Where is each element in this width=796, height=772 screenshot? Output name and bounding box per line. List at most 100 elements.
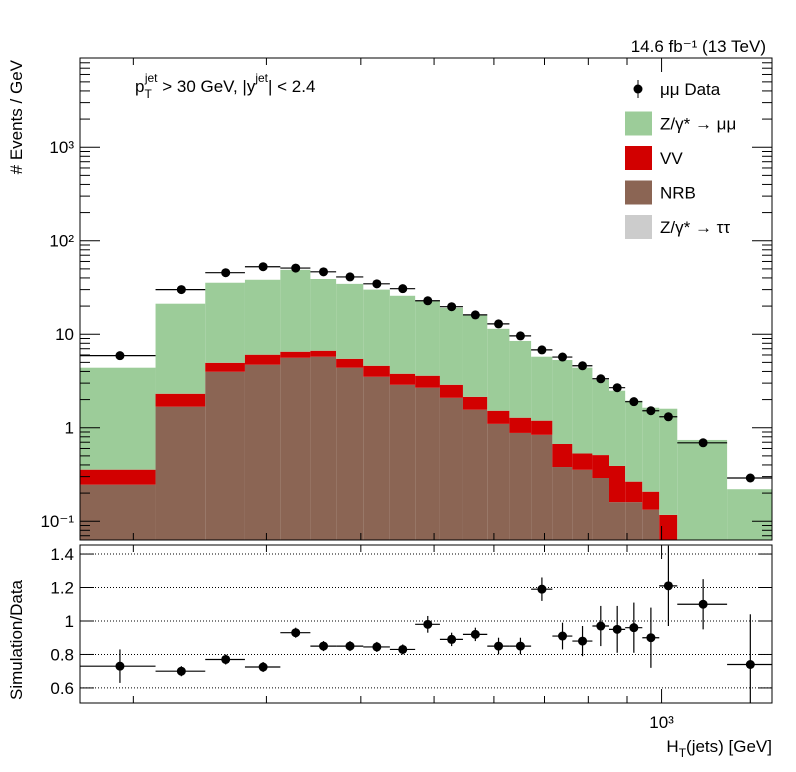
stack-bar — [462, 396, 488, 410]
stack-bar — [625, 400, 643, 482]
ratio-point — [470, 629, 480, 639]
data-point — [345, 272, 355, 282]
ratio-point — [447, 634, 457, 644]
stack-bar — [462, 409, 488, 540]
stack-bar — [509, 340, 532, 418]
stack-bar — [205, 282, 245, 363]
stack-bar — [363, 376, 390, 540]
data-point — [319, 267, 329, 277]
data-point — [515, 331, 525, 341]
stack-bar — [677, 439, 728, 540]
stack-bar — [389, 384, 416, 540]
stack-bar — [572, 469, 593, 540]
stack-bar — [155, 303, 206, 394]
y-tick-label: 1 — [65, 612, 74, 631]
stack-bar — [552, 443, 573, 468]
legend-swatch — [625, 146, 652, 170]
stack-bar — [155, 406, 206, 540]
stack-bar — [531, 434, 553, 540]
stack-bar — [592, 455, 609, 479]
stack-bar — [487, 423, 510, 540]
y-tick-label: 10 — [55, 325, 74, 344]
data-point — [537, 345, 547, 355]
stack-bar — [336, 367, 364, 540]
stack-bar — [155, 393, 206, 407]
data-point — [745, 473, 755, 483]
data-point — [646, 406, 656, 416]
ratio-point — [372, 642, 382, 652]
stack-bar — [572, 453, 593, 470]
stack-bar — [363, 365, 390, 377]
stack-bar — [592, 478, 609, 540]
data-point — [596, 374, 606, 384]
ratio-point — [663, 581, 673, 591]
legend-label: μμ Data — [660, 80, 721, 99]
main-plot — [80, 262, 772, 540]
cut-part: p — [135, 77, 144, 96]
stack-bar — [280, 351, 311, 358]
x-label-part: H — [666, 737, 678, 756]
stack-bar — [389, 373, 416, 385]
ratio-point — [537, 584, 547, 594]
stack-bar — [642, 407, 660, 492]
data-point — [398, 284, 408, 294]
stack-bar — [415, 300, 440, 376]
legend-label: VV — [660, 149, 683, 168]
ratio-point — [515, 641, 525, 651]
stack-bar — [659, 514, 678, 540]
data-point — [291, 263, 301, 273]
ratio-point — [291, 628, 301, 638]
stack-bar — [531, 356, 553, 421]
stack-bar — [552, 360, 573, 444]
y-axis-label: # Events / GeV — [7, 59, 26, 174]
stack-bar — [244, 279, 281, 355]
cut-part: T — [144, 87, 152, 101]
stack-bar — [415, 375, 440, 388]
ratio-point — [345, 641, 355, 651]
legend-swatch — [625, 111, 652, 136]
y-tick-label: 0.8 — [50, 645, 74, 664]
y-tick-label: 10² — [49, 232, 74, 251]
y-tick-label: 1 — [65, 419, 74, 438]
data-point — [221, 268, 231, 278]
data-point — [663, 412, 673, 422]
data-point — [115, 351, 125, 361]
stack-bar — [608, 390, 626, 466]
frame — [79, 57, 773, 541]
ratio-point — [612, 624, 622, 634]
stack-bar — [310, 350, 337, 357]
ratio-point — [258, 662, 268, 672]
ratio-point — [698, 599, 708, 609]
stack-bar — [727, 489, 772, 540]
data-point — [470, 310, 480, 320]
stack-bar — [310, 279, 337, 351]
ratio-y-label: Simulation/Data — [7, 579, 26, 700]
y-tick-label: 10⁻¹ — [40, 512, 74, 531]
legend-label: Z/γ* → μμ — [660, 115, 736, 134]
ratio-point — [646, 633, 656, 643]
legend-marker — [633, 84, 643, 94]
cut-part: jet — [254, 71, 268, 85]
data-point — [447, 302, 457, 312]
ratio-frame — [79, 544, 773, 704]
stack-bar — [531, 420, 553, 435]
stack-bar — [280, 357, 311, 540]
stack-bar — [439, 384, 463, 398]
luminosity: 14.6 fb⁻¹ (13 TeV) — [631, 37, 766, 56]
stack-bar — [509, 417, 532, 433]
ratio-point — [423, 619, 433, 629]
stack-bar — [625, 502, 643, 540]
y-tick-label: 1.2 — [50, 579, 74, 598]
ratio-plot — [80, 545, 772, 703]
stack-bar — [487, 410, 510, 424]
data-point — [176, 285, 186, 295]
data-point — [629, 397, 639, 407]
axes: 10⁻¹ 1 10 10² 10³ μμ Data Z/γ* → μμ VV NRB Z/γ* →… — [40, 57, 772, 732]
cut-part: jet — [144, 71, 158, 85]
data-point — [258, 262, 268, 272]
stack-bar — [280, 269, 311, 352]
stack-bar — [462, 315, 488, 397]
stack-bar — [509, 432, 532, 540]
stack-bar — [336, 358, 364, 368]
y-tick-label: 0.6 — [50, 679, 74, 698]
